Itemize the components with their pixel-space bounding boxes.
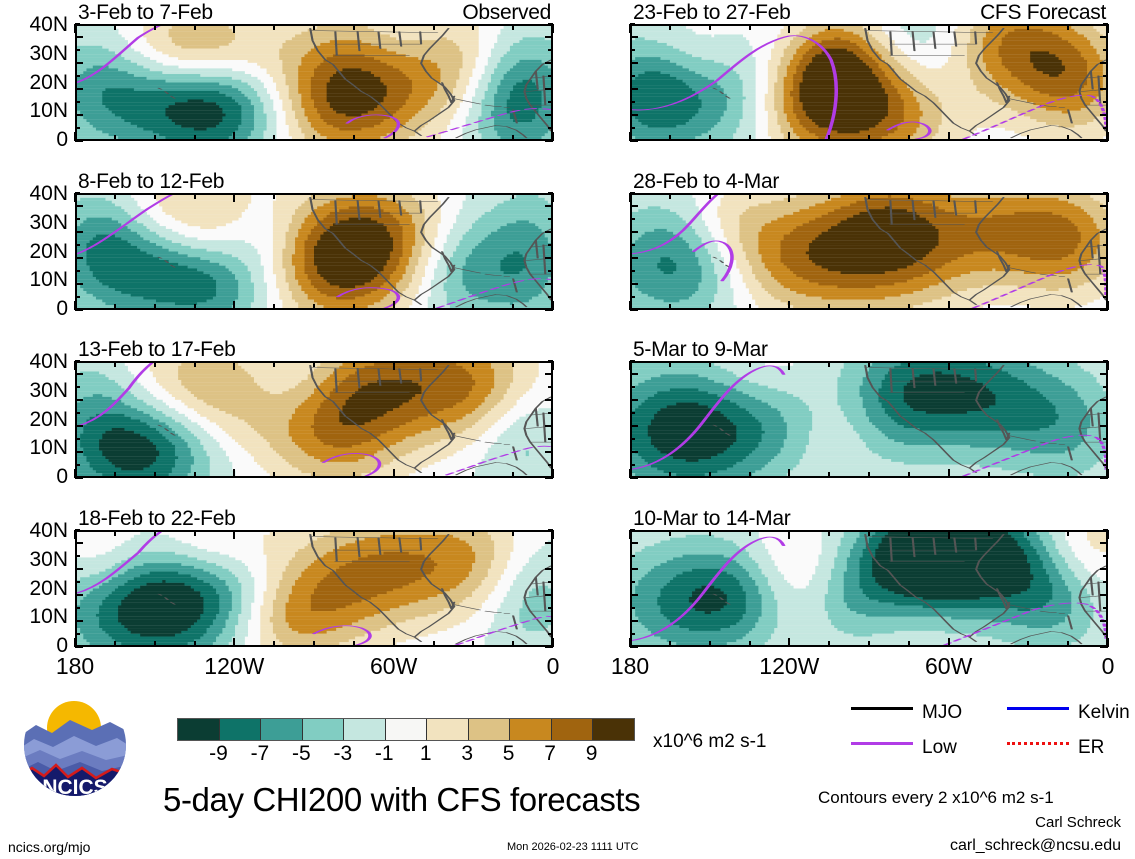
y-tick-label: 30N: [29, 210, 68, 234]
map-panel[interactable]: [630, 361, 1108, 478]
colorbar-swatch: [592, 719, 635, 740]
y-tick-label: 40N: [29, 350, 68, 373]
map-field: [632, 532, 1106, 645]
legend-item-er: ER: [1007, 738, 1104, 757]
y-tick-label: 0: [56, 297, 68, 320]
x-tick-label: 180: [55, 653, 95, 679]
colorbar-swatch: [384, 719, 427, 740]
contour-interval-note: Contours every 2 x10^6 m2 s-1: [818, 788, 1054, 807]
map-panel[interactable]: [75, 24, 553, 141]
map-panel[interactable]: [630, 24, 1108, 141]
colorbar-tick-label: -5: [292, 742, 311, 765]
panel-title: 28-Feb to 4-Mar: [633, 170, 780, 193]
legend-label-kelvin: Kelvin x2: [1078, 702, 1135, 724]
colorbar-swatch: [301, 719, 344, 740]
x-tick-label: 60W: [925, 653, 973, 679]
site-url[interactable]: ncics.org/mjo: [8, 839, 91, 855]
panel-title: 8-Feb to 12-Feb: [78, 170, 225, 193]
y-tick-label: 40N: [29, 182, 68, 205]
colorbar-swatch: [343, 719, 385, 740]
x-tick-label: 120W: [759, 653, 820, 679]
colorbar-swatch: [218, 719, 261, 740]
legend-item-kelvin: Kelvin x2: [1007, 703, 1135, 722]
author-name: Carl Schreck: [1035, 814, 1121, 831]
map-panel[interactable]: [75, 530, 553, 647]
y-tick-label: 20N: [29, 239, 68, 263]
x-tick-label: 60W: [370, 653, 418, 679]
colorbar: [177, 718, 635, 741]
map-field: [632, 363, 1106, 476]
y-tick-label: 40N: [29, 13, 68, 36]
x-tick-label: 0: [1101, 653, 1115, 679]
y-tick-label: 10N: [29, 99, 68, 123]
panel-title: 3-Feb to 7-Feb: [78, 1, 213, 24]
map-field: [77, 195, 551, 308]
x-tick-label: 180: [610, 653, 650, 679]
timestamp: Mon 2026-02-23 1111 UTC: [507, 841, 639, 853]
colorbar-tick-label: -7: [250, 742, 270, 765]
legend-label-low: Low: [922, 737, 957, 759]
legend-label-mjo: MJO: [922, 702, 963, 724]
colorbar-tick-label: -3: [333, 742, 353, 765]
map-panel[interactable]: [75, 361, 553, 478]
colorbar-tick-label: 7: [544, 742, 556, 765]
panel-kind-label: CFS Forecast: [980, 1, 1106, 24]
map-panel[interactable]: [75, 193, 553, 310]
panel-title: 10-Mar to 14-Mar: [633, 507, 791, 530]
y-tick-label: 30N: [29, 41, 68, 65]
y-tick-label: 10N: [29, 268, 68, 292]
y-tick-label: 20N: [29, 407, 68, 431]
y-tick-label: 30N: [29, 378, 68, 402]
panel-title: 13-Feb to 17-Feb: [78, 338, 236, 361]
low-line-icon: [851, 742, 913, 746]
map-field: [77, 532, 551, 645]
legend-item-mjo: MJO: [851, 703, 962, 722]
map-field: [77, 26, 551, 139]
colorbar-tick-label: -9: [209, 742, 228, 765]
y-tick-label: 0: [56, 634, 68, 657]
x-tick-label: 0: [546, 653, 560, 679]
y-tick-label: 20N: [29, 576, 68, 600]
panel-title: 23-Feb to 27-Feb: [633, 1, 791, 24]
y-tick-label: 0: [56, 465, 68, 488]
colorbar-swatch: [260, 719, 302, 740]
colorbar-swatch: [426, 719, 468, 740]
panel-title: 5-Mar to 9-Mar: [633, 338, 768, 361]
panel-title: 18-Feb to 22-Feb: [78, 507, 236, 530]
x-tick-label: 120W: [204, 653, 265, 679]
author-email: carl_schreck@ncsu.edu: [950, 837, 1121, 854]
mjo-line-icon: [851, 707, 913, 711]
y-tick-label: 30N: [29, 547, 68, 571]
kelvin-line-icon: [1007, 707, 1069, 711]
y-tick-label: 20N: [29, 70, 68, 94]
colorbar-tick-label: 1: [419, 742, 432, 765]
page-title: 5-day CHI200 with CFS forecasts: [163, 781, 641, 818]
ncics-logo: NCICS: [22, 692, 128, 798]
colorbar-swatch: [550, 719, 593, 740]
colorbar-swatch: [509, 719, 551, 740]
er-line-icon: [1007, 742, 1069, 746]
legend-label-er: ER: [1078, 737, 1105, 759]
y-tick-label: 40N: [29, 519, 68, 542]
map-field: [632, 26, 1106, 139]
legend-item-low: Low: [851, 738, 957, 757]
colorbar-tick-label: 3: [461, 742, 474, 765]
colorbar-tick-label: 9: [585, 742, 598, 765]
colorbar-swatch: [178, 719, 219, 740]
map-field: [77, 363, 551, 476]
logo-text: NCICS: [42, 776, 107, 798]
y-tick-label: 0: [56, 128, 68, 151]
y-tick-label: 10N: [29, 605, 68, 629]
map-panel[interactable]: [630, 530, 1108, 647]
y-tick-label: 10N: [29, 436, 68, 460]
colorbar-tick-label: -1: [374, 742, 394, 765]
map-field: [632, 195, 1106, 308]
colorbar-tick-label: 5: [502, 742, 515, 765]
panel-kind-label: Observed: [462, 1, 551, 24]
colorbar-units-label: x10^6 m2 s-1: [653, 731, 767, 752]
map-panel[interactable]: [630, 193, 1108, 310]
colorbar-swatch: [467, 719, 510, 740]
